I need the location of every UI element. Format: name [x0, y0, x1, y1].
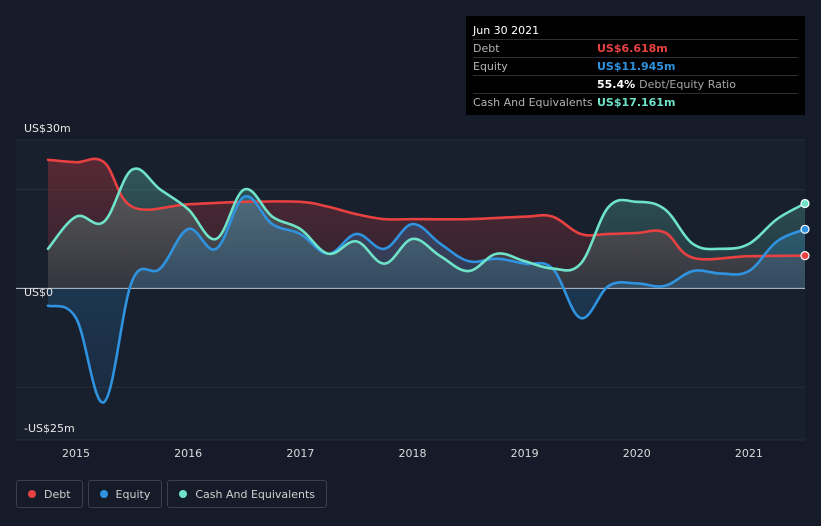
x-tick-label: 2016: [174, 447, 202, 460]
end-markers: [800, 198, 810, 261]
tooltip-value: US$11.945m: [597, 60, 676, 73]
end-marker-equity: [800, 224, 810, 234]
end-marker-cash-and-equivalents: [800, 198, 810, 209]
end-marker-debt: [800, 251, 810, 261]
tooltip-label: Debt: [473, 42, 500, 55]
ratio-value: 55.4%: [597, 78, 636, 91]
y-tick-label: US$0: [24, 286, 53, 299]
tooltip-label: [473, 76, 597, 93]
tooltip-row-debt: Debt US$6.618m: [473, 39, 798, 57]
tooltip-row-cash: Cash And Equivalents US$17.161m: [473, 93, 798, 111]
x-tick-label: 2020: [623, 447, 651, 460]
tooltip-row-equity: Equity US$11.945m: [473, 57, 798, 75]
x-tick-label: 2017: [286, 447, 314, 460]
legend-item-cash[interactable]: Cash And Equivalents: [167, 480, 327, 508]
series-line-debt: [46, 157, 807, 261]
tooltip-label: Equity: [473, 60, 508, 73]
cash-legend-dot-icon: [179, 490, 188, 498]
x-tick-label: 2019: [511, 447, 539, 460]
x-axis-labels: 2015 2016 2017 2018 2019 2020 2021: [62, 447, 763, 460]
ratio-label: Debt/Equity Ratio: [639, 78, 736, 91]
debt-legend-dot-icon: [28, 490, 36, 498]
y-axis-labels: US$30m US$0 -US$25m: [24, 122, 75, 435]
data-tooltip: Jun 30 2021 Debt US$6.618m Equity US$11.…: [466, 16, 805, 115]
tooltip-label: Cash And Equivalents: [473, 96, 593, 109]
tooltip-row-ratio: 55.4% Debt/Equity Ratio: [473, 75, 798, 93]
legend-label: Equity: [115, 487, 151, 501]
legend-item-debt[interactable]: Debt: [16, 480, 83, 508]
x-tick-label: 2018: [398, 447, 426, 460]
y-tick-label: US$30m: [24, 122, 71, 135]
series-line-cash-and-equivalents: [46, 167, 807, 273]
legend-label: Cash And Equivalents: [195, 487, 315, 501]
series-line-equity: [46, 195, 807, 404]
tooltip-value: US$17.161m: [597, 96, 676, 109]
y-tick-label: -US$25m: [24, 422, 75, 435]
legend-label: Debt: [44, 487, 71, 501]
tooltip-date: Jun 30 2021: [473, 24, 540, 37]
x-tick-label: 2015: [62, 447, 90, 460]
series-lines: [46, 157, 807, 404]
x-tick-label: 2021: [735, 447, 763, 460]
tooltip-value: US$6.618m: [597, 42, 668, 55]
legend-item-equity[interactable]: Equity: [87, 480, 163, 508]
chart-legend: Debt Equity Cash And Equivalents: [16, 480, 327, 508]
equity-legend-dot-icon: [99, 490, 108, 498]
